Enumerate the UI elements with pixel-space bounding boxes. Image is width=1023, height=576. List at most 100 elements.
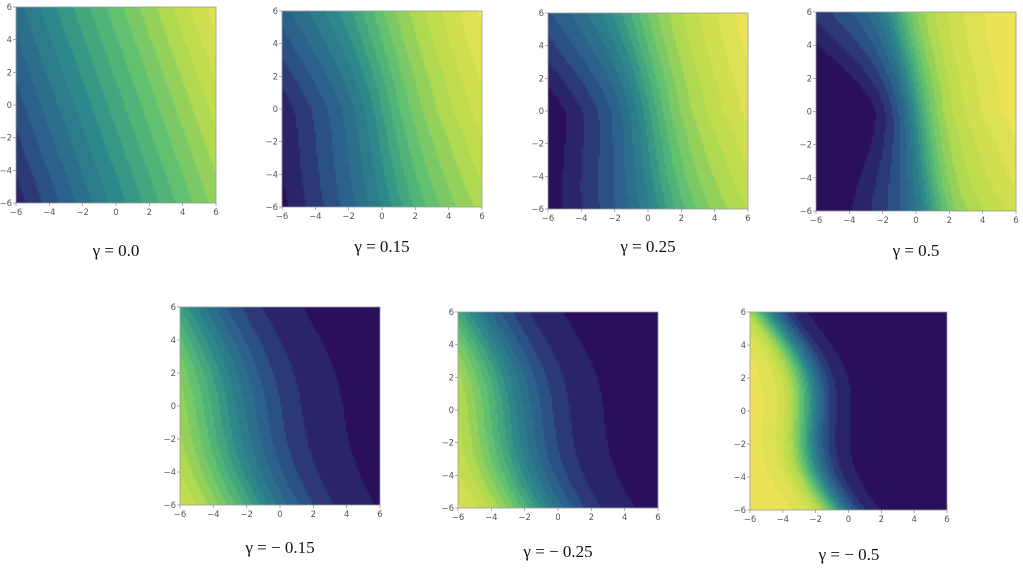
y-tick-label: −2 (163, 435, 176, 445)
x-tick-label: −4 (843, 216, 856, 226)
x-tick-label: −4 (777, 515, 790, 525)
y-tick-label: 0 (807, 108, 812, 118)
y-tick-label: −2 (799, 141, 812, 151)
x-tick-label: −2 (608, 214, 621, 224)
x-tick-label: 0 (113, 208, 118, 218)
y-tick-label: 4 (807, 41, 812, 51)
contour-field (816, 12, 1016, 211)
x-tick-label: 0 (277, 510, 282, 520)
x-tick-label: −4 (309, 212, 322, 222)
y-tick-label: −4 (265, 170, 278, 180)
y-tick-label: 4 (741, 341, 746, 351)
x-tick-label: −4 (485, 513, 498, 523)
x-tick-label: 6 (944, 515, 949, 525)
x-tick-label: −6 (276, 212, 289, 222)
x-tick-label: 6 (745, 214, 750, 224)
y-tick-label: 4 (273, 40, 278, 50)
y-tick-label: −6 (799, 207, 812, 217)
x-tick-label: −2 (76, 208, 89, 218)
y-tick-label: 2 (449, 373, 454, 383)
x-tick-label: 4 (446, 212, 451, 222)
x-tick-label: 6 (213, 208, 218, 218)
y-tick-label: −4 (441, 471, 454, 481)
x-tick-label: 0 (555, 513, 560, 523)
x-tick-label: −2 (809, 515, 822, 525)
x-tick-label: 2 (589, 513, 594, 523)
y-tick-label: −6 (733, 506, 746, 516)
panel-caption: γ = − 0.5 (818, 545, 880, 564)
y-tick-label: −4 (163, 468, 176, 478)
contour-panel-4: −6 −4 −2 0 2 4 6 6 4 2 0 −2 −4 −6 γ = 0.5 (799, 8, 1018, 260)
y-tick-label: −6 (0, 199, 12, 209)
y-tick-label: 6 (807, 8, 812, 18)
contour-panel-3: −6 −4 −2 0 2 4 6 6 4 2 0 −2 −4 −6 γ = 0.25 (531, 9, 750, 256)
y-tick-label: −4 (0, 166, 12, 176)
contour-panel-5: −6 −4 −2 0 2 4 6 6 4 2 0 −2 −4 −6 γ = − 0.15 (163, 303, 382, 557)
contour-panel-7: −6 −4 −2 0 2 4 6 6 4 2 0 −2 −4 −6 γ = − 0.5 (733, 308, 949, 564)
x-tick-label: −6 (10, 208, 23, 218)
panel-caption: γ = 0.25 (619, 237, 675, 256)
contour-field (180, 307, 380, 505)
y-tick-label: −6 (265, 203, 278, 213)
y-tick-label: 6 (273, 7, 278, 17)
panel-caption: γ = − 0.15 (244, 538, 314, 557)
x-tick-label: 0 (379, 212, 384, 222)
y-tick-label: −4 (531, 172, 544, 182)
contour-panel-1: −6 −4 −2 0 2 4 6 6 4 2 0 −2 −4 −6 γ = 0.0 (0, 3, 219, 260)
panel-caption: γ = 0.0 (92, 241, 140, 260)
y-tick-label: 0 (741, 407, 746, 417)
x-tick-label: 2 (879, 515, 884, 525)
y-tick-label: −2 (0, 134, 12, 144)
y-tick-label: 4 (449, 341, 454, 351)
y-tick-label: 4 (7, 36, 12, 46)
y-tick-label: 4 (539, 42, 544, 52)
x-tick-label: −2 (342, 212, 355, 222)
x-tick-label: 0 (846, 515, 851, 525)
x-tick-label: 4 (712, 214, 717, 224)
y-tick-label: 2 (741, 374, 746, 384)
y-tick-label: −2 (441, 439, 454, 449)
y-tick-label: −6 (163, 501, 176, 511)
x-tick-label: 6 (479, 212, 484, 222)
y-tick-label: 6 (171, 303, 176, 313)
panel-caption: γ = 0.5 (892, 241, 940, 260)
x-tick-label: 6 (655, 513, 660, 523)
y-tick-label: −2 (733, 440, 746, 450)
panel-caption: γ = − 0.25 (522, 542, 592, 561)
y-tick-label: 6 (449, 308, 454, 318)
y-tick-label: 4 (171, 336, 176, 346)
contour-field (282, 11, 482, 207)
contour-field (16, 7, 216, 203)
y-tick-label: 0 (171, 402, 176, 412)
y-tick-label: 2 (539, 74, 544, 84)
y-tick-label: 2 (273, 72, 278, 82)
y-tick-label: 6 (539, 9, 544, 19)
x-tick-label: 6 (1013, 216, 1018, 226)
x-tick-label: 2 (147, 208, 152, 218)
contour-panel-2: −6 −4 −2 0 2 4 6 6 4 2 0 −2 −4 −6 γ = 0.15 (265, 7, 484, 256)
y-tick-label: 6 (7, 3, 12, 13)
x-tick-label: −6 (174, 510, 187, 520)
x-tick-label: −4 (207, 510, 220, 520)
x-tick-label: 4 (180, 208, 185, 218)
y-tick-label: 2 (807, 74, 812, 84)
panel-caption: γ = 0.15 (353, 237, 409, 256)
y-tick-label: −4 (799, 174, 812, 184)
contour-field (458, 312, 658, 508)
x-tick-label: 2 (311, 510, 316, 520)
x-tick-label: 6 (377, 510, 382, 520)
y-tick-label: 0 (449, 406, 454, 416)
x-tick-label: −6 (452, 513, 465, 523)
x-tick-label: −2 (876, 216, 889, 226)
x-tick-label: 4 (911, 515, 916, 525)
y-tick-label: −6 (441, 504, 454, 514)
x-tick-label: 0 (913, 216, 918, 226)
x-tick-label: −6 (744, 515, 757, 525)
y-tick-label: 0 (273, 105, 278, 115)
x-tick-label: −2 (518, 513, 531, 523)
y-tick-label: 2 (171, 369, 176, 379)
y-tick-label: −6 (531, 205, 544, 215)
x-tick-label: −2 (240, 510, 253, 520)
contour-field (548, 13, 748, 209)
